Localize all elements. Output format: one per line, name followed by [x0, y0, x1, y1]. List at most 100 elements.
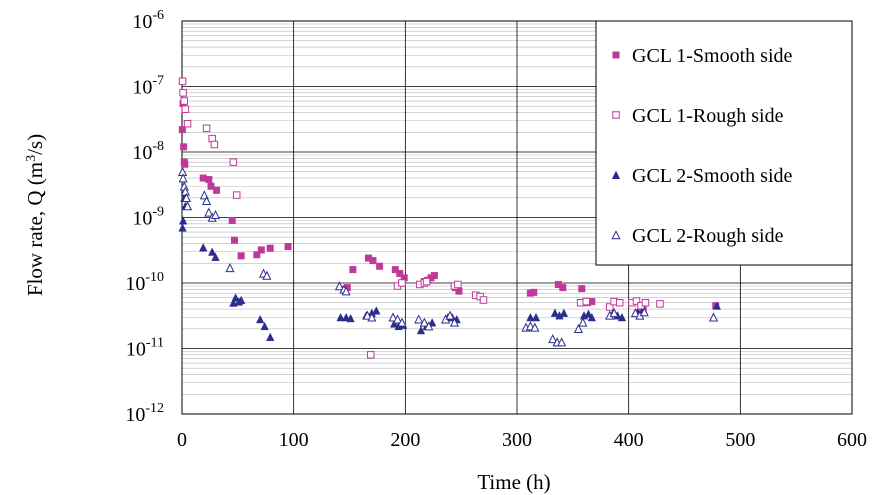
y-axis-title: Flow rate, Q (m3/s): [23, 134, 47, 296]
y-tick-label: 10-12: [125, 401, 164, 426]
data-point: [617, 312, 627, 322]
data-point: [260, 321, 269, 331]
data-point: [416, 325, 426, 335]
data-point: [430, 272, 438, 280]
data-point: [615, 298, 624, 307]
data-point: [256, 314, 265, 324]
data-point: [228, 216, 236, 224]
data-point: [257, 246, 265, 254]
data-point: [656, 300, 664, 308]
data-point: [531, 312, 541, 322]
data-point: [183, 201, 193, 211]
data-point: [578, 285, 586, 293]
data-point: [559, 284, 567, 292]
data-point: [211, 252, 220, 261]
data-point: [178, 223, 187, 232]
data-point: [584, 309, 593, 318]
data-point: [641, 298, 650, 307]
data-point: [336, 312, 345, 322]
legend-label: GCL 2-Smooth side: [632, 165, 792, 187]
data-point: [253, 251, 261, 259]
data-point: [229, 298, 238, 307]
data-point: [419, 317, 429, 327]
y-axis-title-end: /s): [23, 134, 47, 155]
data-point: [391, 266, 399, 274]
data-point: [181, 105, 190, 113]
data-point: [199, 243, 208, 252]
data-point: [237, 295, 246, 305]
data-point: [630, 307, 640, 318]
data-point: [550, 308, 560, 317]
x-tick-label: 200: [390, 429, 420, 451]
data-point: [708, 312, 719, 322]
y-tick-label: 10-9: [132, 205, 164, 230]
data-point: [225, 263, 235, 273]
data-point: [266, 244, 274, 252]
data-point: [230, 236, 238, 244]
y-tick-labels: 10-12 10-11 10-10 10-9 10-8 10-7 10-6: [125, 8, 164, 426]
data-point: [229, 158, 238, 166]
data-point: [362, 310, 372, 320]
data-point: [179, 89, 187, 97]
data-point: [559, 308, 569, 317]
legend-marker: [612, 111, 620, 119]
data-point: [422, 277, 431, 286]
legend-marker: [612, 51, 620, 59]
legend-label: GCL 1-Rough side: [632, 105, 784, 127]
x-tick-labels: 0 100 200 300 400 500 600: [177, 429, 867, 451]
data-point: [573, 323, 583, 334]
data-point: [396, 269, 404, 277]
data-point: [334, 281, 345, 291]
data-point: [372, 306, 381, 315]
data-point: [582, 297, 590, 306]
data-point: [232, 191, 241, 199]
data-point: [349, 266, 357, 274]
legend-label: GCL 2-Rough side: [632, 225, 784, 247]
data-point: [414, 314, 424, 324]
data-point: [181, 192, 192, 203]
x-tick-label: 0: [177, 429, 187, 451]
data-point: [632, 297, 641, 305]
legend-marker: [611, 170, 621, 179]
x-tick-label: 500: [725, 429, 755, 451]
y-tick-label: 10-7: [132, 74, 164, 99]
data-point: [284, 243, 292, 251]
data-point: [204, 207, 214, 217]
data-point: [210, 140, 219, 149]
data-points: [177, 77, 722, 359]
x-axis-title: Time (h): [477, 470, 550, 494]
data-point: [202, 195, 212, 206]
data-point: [367, 312, 377, 322]
data-point: [346, 313, 355, 323]
data-point: [180, 97, 188, 105]
data-point: [210, 209, 221, 220]
data-point: [207, 182, 215, 190]
data-point: [178, 216, 188, 225]
data-point: [202, 124, 211, 133]
legend-box: [595, 20, 853, 266]
data-point: [548, 334, 558, 344]
legend-marker: [611, 230, 621, 240]
data-point: [205, 176, 213, 184]
y-axis-title-main: Flow rate, Q (m: [23, 162, 47, 296]
legend: GCL 1-Smooth side GCL 1-Rough side GCL 2-S…: [595, 20, 853, 266]
data-point: [530, 322, 540, 332]
x-tick-label: 400: [614, 429, 644, 451]
data-point: [398, 279, 406, 287]
data-point: [397, 317, 407, 327]
y-tick-label: 10-11: [126, 336, 164, 361]
series-2: [178, 77, 664, 359]
data-point: [180, 143, 188, 151]
data-point: [712, 301, 722, 310]
data-point: [449, 317, 460, 327]
data-point: [341, 286, 351, 296]
data-point: [266, 332, 275, 341]
data-point: [424, 321, 434, 331]
data-point: [369, 257, 377, 265]
data-point: [390, 319, 399, 328]
data-point: [183, 119, 192, 128]
data-point: [262, 270, 272, 280]
data-point: [178, 173, 188, 183]
data-point: [557, 337, 567, 347]
